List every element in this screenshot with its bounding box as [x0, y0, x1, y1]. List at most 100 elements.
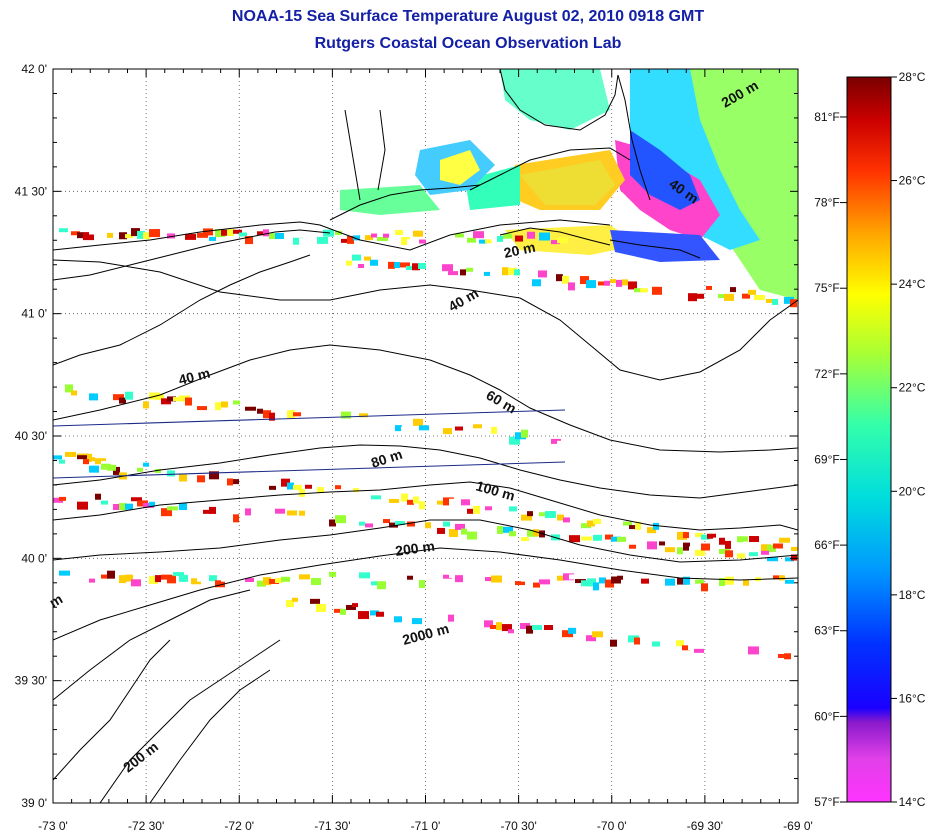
sst-pixel [388, 261, 395, 269]
sst-pixel [179, 503, 187, 511]
lat-tick-label: 39 30' [15, 674, 47, 688]
sst-pixel [365, 523, 373, 528]
sst-pixel [185, 397, 192, 406]
fahrenheit-label: 81°F [814, 110, 839, 124]
sst-pixel [358, 264, 364, 269]
sst-pixel [611, 576, 621, 584]
sst-pixel [233, 514, 239, 523]
sst-pixel [287, 482, 294, 490]
sst-pixel [83, 232, 94, 241]
lon-tick-label: -71 30' [314, 819, 350, 833]
sst-pixel [310, 598, 320, 604]
sst-pixel [473, 231, 484, 239]
sst-pixel [682, 645, 690, 651]
sst-pixel [455, 523, 465, 530]
sst-pixel [179, 474, 187, 482]
sst-pixel [395, 425, 402, 432]
sst-pixel [407, 521, 415, 527]
sst-pixel [748, 646, 759, 655]
sst-pixel [647, 527, 656, 534]
lon-tick-label: -70 30' [500, 819, 536, 833]
sst-pixel [592, 631, 603, 638]
sst-pixel [155, 393, 164, 400]
sst-pixel [359, 413, 368, 418]
sst-pixel [460, 269, 466, 276]
sst-pixel [329, 519, 336, 527]
sst-pixel [197, 232, 208, 238]
sst-pixel [352, 603, 358, 608]
sst-pixel [442, 264, 453, 272]
sst-pixel [299, 574, 310, 580]
sst-pixel [107, 464, 116, 471]
fahrenheit-label: 72°F [814, 367, 839, 381]
sst-pixel [676, 640, 684, 647]
sst-pixel [341, 238, 349, 243]
sst-pixel [209, 236, 216, 241]
sst-pixel [539, 512, 549, 517]
sst-pixel [329, 571, 336, 577]
sst-pixel [737, 553, 745, 559]
sst-pixel [113, 394, 124, 401]
sst-pixel [551, 517, 560, 524]
contour-label: 20 m [502, 239, 537, 261]
sst-pixel [568, 282, 575, 291]
sst-pixel [683, 532, 691, 539]
sst-pixel [634, 637, 640, 645]
sst-pixel [419, 580, 425, 589]
lon-tick-label: -72 0' [224, 819, 254, 833]
sst-pixel [701, 583, 708, 592]
sst-pixel [311, 578, 321, 586]
sst-pixel [305, 484, 312, 489]
sst-pixel [593, 534, 602, 541]
sst-pixel [778, 653, 786, 658]
sst-pixel [503, 233, 512, 239]
sst-pixel [413, 496, 419, 504]
sst-pixel [491, 575, 502, 583]
lon-tick-label: -70 0' [597, 819, 627, 833]
celsius-label: 28°C [899, 70, 926, 84]
sst-pixel [466, 267, 473, 272]
sst-pixel [767, 557, 778, 562]
sst-pixel [221, 229, 228, 236]
sst-pixel [694, 648, 704, 653]
sst-pixel [527, 529, 538, 537]
sst-pixel [233, 400, 240, 405]
sst-pixel [419, 526, 430, 533]
sst-pixel [749, 536, 759, 543]
sst-pixel [527, 231, 535, 239]
sst-pixel [137, 500, 148, 507]
sst-pixel [527, 511, 533, 517]
sst-pixel [497, 526, 503, 535]
sst-pixel [406, 266, 416, 271]
sst-pixel [718, 294, 728, 299]
sst-pixel [395, 491, 401, 498]
sst-pixel [533, 529, 539, 537]
sst-pixel [515, 432, 526, 440]
sst-pixel [479, 239, 487, 244]
fahrenheit-label: 69°F [814, 452, 839, 466]
sst-pixel [71, 231, 80, 236]
sst-pixel [413, 230, 423, 237]
sst-pixel [377, 581, 386, 590]
sst-pixel [281, 576, 290, 582]
sst-pixel [689, 530, 695, 539]
sst-pixel [359, 572, 370, 579]
celsius-label: 18°C [899, 588, 926, 602]
sst-pixel [509, 436, 520, 445]
sst-pixel [532, 624, 542, 630]
sst-pixel [53, 497, 63, 503]
sst-pixel [317, 487, 324, 494]
sst-pixel [425, 522, 431, 529]
sst-pixel [455, 575, 463, 583]
sst-pixel [101, 463, 111, 470]
sst-pixel [269, 485, 276, 490]
sst-pixel [155, 468, 161, 473]
sst-pixel [209, 575, 217, 582]
sst-pixel [131, 497, 142, 502]
sst-pixel [749, 552, 758, 557]
sst-pixel [346, 260, 352, 266]
sst-pixel [77, 232, 83, 239]
graticule [53, 69, 798, 803]
sst-pixel [773, 575, 784, 580]
sst-pixel [443, 497, 454, 506]
